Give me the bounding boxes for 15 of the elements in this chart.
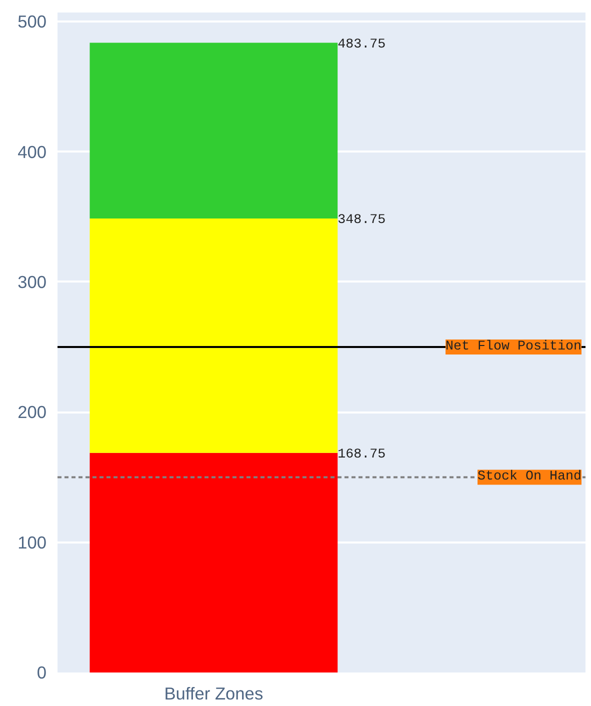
y-tick-label: 300 xyxy=(18,272,47,292)
y-tick-label: 100 xyxy=(18,532,47,552)
bar xyxy=(90,42,338,219)
ref-line-label: Stock On Hand xyxy=(478,470,582,485)
bar xyxy=(90,218,338,453)
ref-line-label: Net Flow Position xyxy=(446,340,582,355)
y-tick-label: 400 xyxy=(18,142,47,162)
y-tick-label: 0 xyxy=(36,662,47,682)
bar xyxy=(90,452,338,672)
annotation: 348.75 xyxy=(338,213,386,228)
y-tick-label: 500 xyxy=(18,12,47,32)
y-tick-label: 200 xyxy=(18,402,47,422)
x-tick-label: Buffer Zones xyxy=(164,684,264,704)
annotation: 168.75 xyxy=(338,447,386,462)
annotation: 483.75 xyxy=(338,37,386,52)
